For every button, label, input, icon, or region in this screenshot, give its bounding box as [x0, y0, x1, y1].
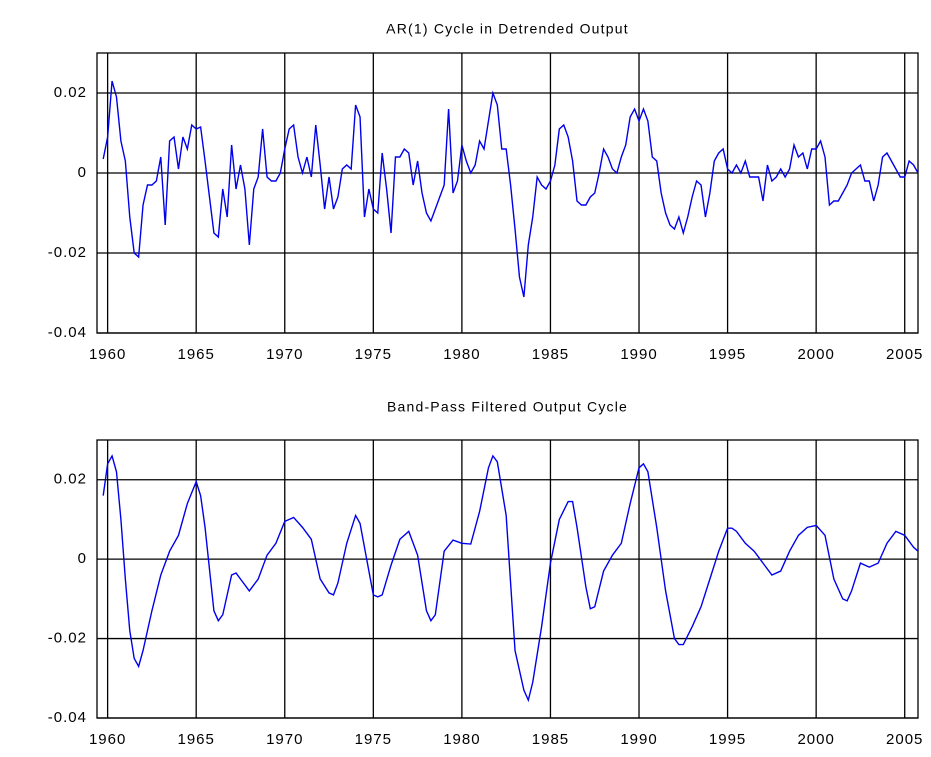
x-tick-label: 1985: [532, 731, 569, 748]
x-tick-label: 1970: [266, 731, 303, 748]
x-tick-label: 1990: [620, 346, 657, 363]
x-tick-label: 1995: [709, 731, 746, 748]
x-tick-label: 2000: [797, 731, 834, 748]
x-tick-label: 1985: [532, 346, 569, 363]
data-line: [102, 80, 919, 298]
y-tick-label: 0: [78, 550, 87, 567]
y-tick-label: 0: [78, 164, 87, 181]
x-tick-label: 1980: [443, 346, 480, 363]
chart-title: AR(1) Cycle in Detrended Output: [386, 21, 629, 37]
x-tick-label: 2005: [886, 346, 923, 363]
x-tick-label: 1960: [89, 346, 126, 363]
plot-frame: [96, 439, 919, 719]
y-tick-label: -0.04: [48, 324, 87, 341]
x-tick-label: 1995: [709, 346, 746, 363]
data-line: [102, 454, 919, 703]
x-tick-label: 1975: [355, 346, 392, 363]
y-tick-label: -0.02: [48, 630, 87, 647]
x-tick-label: 1990: [620, 731, 657, 748]
x-tick-label: 2005: [886, 731, 923, 748]
x-tick-label: 1970: [266, 346, 303, 363]
y-tick-label: -0.02: [48, 244, 87, 261]
y-tick-label: 0.02: [54, 84, 87, 101]
y-tick-label: 0.02: [54, 471, 87, 488]
plot-frame: [96, 52, 919, 334]
chart-title: Band-Pass Filtered Output Cycle: [387, 399, 628, 415]
x-tick-label: 1965: [178, 731, 215, 748]
x-tick-label: 1980: [443, 731, 480, 748]
y-tick-label: -0.04: [48, 709, 87, 726]
x-tick-label: 1960: [89, 731, 126, 748]
x-tick-label: 1965: [178, 346, 215, 363]
x-tick-label: 2000: [797, 346, 834, 363]
x-tick-label: 1975: [355, 731, 392, 748]
